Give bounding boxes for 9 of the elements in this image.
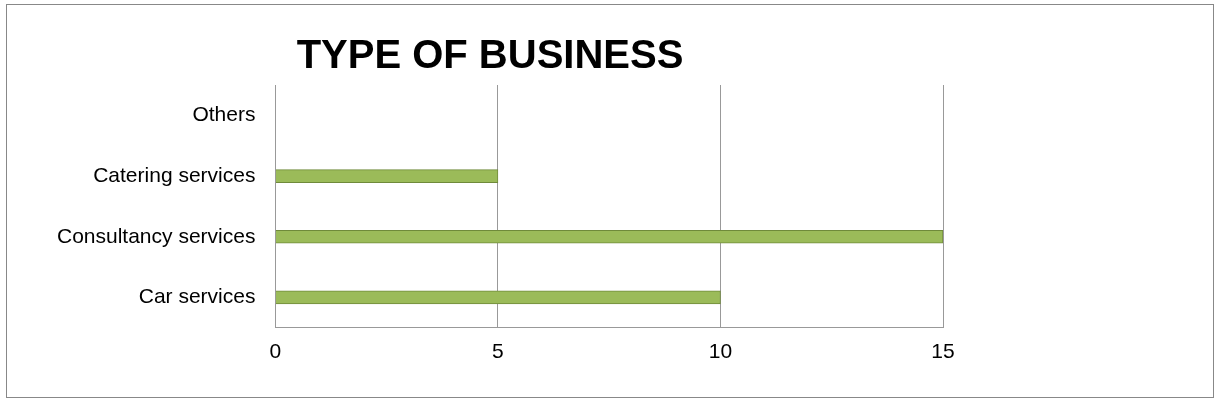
y-tick-label: Catering services xyxy=(93,162,256,186)
y-tick-label: Others xyxy=(192,102,256,126)
chart-title: TYPE OF BUSINESS xyxy=(296,32,684,77)
x-tick-label: 5 xyxy=(492,339,504,363)
x-tick-label: 10 xyxy=(708,339,733,363)
y-tick-label: Consultancy services xyxy=(56,223,256,247)
x-tick-label: 0 xyxy=(269,339,282,363)
y-tick-label: Car services xyxy=(138,284,256,308)
x-tick-label: 15 xyxy=(931,339,955,363)
